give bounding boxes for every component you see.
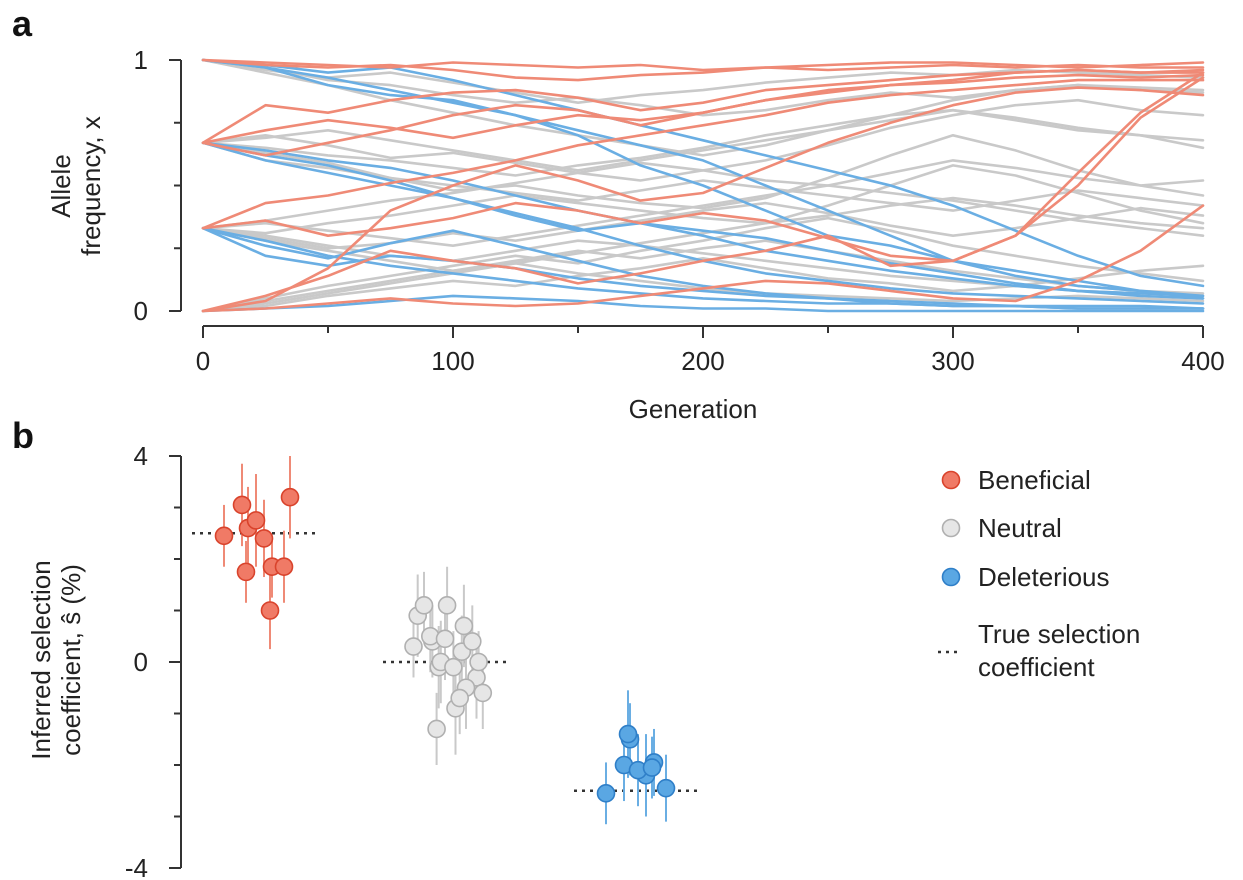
point-neutral [437,596,457,615]
trajectory-beneficial-3 [201,78,1205,230]
trajectory-neutral-25 [201,108,1205,172]
point-beneficial [214,526,234,546]
panel-a-y-tick-label: 0 [134,296,148,326]
panel-b-y-label: Inferred selection coefficient, ŝ (%) [26,560,86,759]
point-beneficial [236,562,256,582]
point-beneficial [246,511,266,530]
trajectory-beneficial-6 [201,76,1205,313]
panel-a-x-label: Generation [629,394,758,424]
point-beneficial [260,601,280,620]
point-neutral [444,657,463,677]
point-neutral [414,596,434,615]
panel-a-x-tick-label: 200 [681,346,724,376]
point-neutral [469,652,488,672]
panel-b-points [214,456,676,825]
point-deleterious [596,784,616,803]
point-neutral [473,683,493,703]
panel-a-y-label-line1: Allele [46,154,76,218]
panel-b-y-tick-label: -4 [125,853,148,880]
panel-a-x-tick-label: 300 [931,346,974,376]
panel-a-x-tick-label: 0 [196,346,210,376]
legend-marker-beneficial [941,470,961,490]
trajectory-neutral-17 [201,216,1205,313]
trajectory-deleterious-35 [201,58,1205,300]
trajectory-neutral-12 [201,134,1205,210]
point-neutral [454,616,474,636]
panel-a-y-label: Allele frequency, x [46,116,106,256]
trajectory-neutral-24 [201,239,1205,313]
panel-a-letter: a [12,3,33,44]
panel-b-y-tick-label: 0 [134,647,148,677]
point-neutral [427,719,446,739]
panel-a-x-ticks: 0 100 200 300 400 [196,326,1225,376]
point-neutral [462,632,482,651]
trajectory-neutral-16 [201,159,1205,230]
panel-b-legend: Beneficial Neutral Deleterious True selecti… [938,465,1140,682]
panel-a-y-ticks: 01 [134,45,181,326]
trajectory-neutral-15 [201,201,1205,250]
legend-label-true-coefficient-line2: coefficient [978,652,1095,682]
point-deleterious [656,778,676,798]
legend-label-beneficial: Beneficial [978,465,1091,495]
point-neutral [435,629,455,649]
trajectory-neutral-11 [201,108,1205,177]
trajectory-beneficial-5 [201,71,1205,263]
trajectory-beneficial-7 [201,204,1205,313]
legend-marker-deleterious [941,567,961,587]
trajectory-beneficial-9 [201,58,1205,72]
legend-marker-neutral [941,518,961,538]
panel-b-y-ticks: 4 0 -4 [125,441,181,880]
panel-a-lines [201,58,1205,313]
point-beneficial [232,495,252,515]
point-neutral [404,637,423,656]
legend-label-deleterious: Deleterious [978,562,1110,592]
trajectory-deleterious-31 [201,141,1205,298]
point-deleterious [618,724,638,744]
legend-label-true-coefficient-line1: True selection [978,619,1140,649]
trajectory-deleterious-29 [201,58,1205,288]
panel-b-y-label-line2: coefficient, ŝ (%) [56,564,86,756]
trajectory-deleterious-36 [201,141,1205,300]
trajectory-deleterious-28 [201,58,1205,298]
panel-b-y-tick-label: 4 [134,441,148,471]
legend-label-neutral: Neutral [978,513,1062,543]
trajectory-neutral-22 [201,58,1205,157]
trajectory-deleterious-37 [201,226,1205,310]
panel-a-x-tick-label: 400 [1181,346,1224,376]
panel-a-y-label-line2: frequency, x [76,116,106,256]
point-beneficial [280,487,300,507]
panel-a-y-tick-label: 1 [134,45,148,75]
trajectory-neutral-18 [201,164,1205,313]
trajectory-deleterious-34 [201,294,1205,313]
point-beneficial [274,557,294,577]
trajectory-beneficial-8 [201,68,1205,145]
point-deleterious [642,758,662,777]
trajectory-neutral-14 [201,194,1205,235]
trajectory-neutral-19 [201,256,1205,313]
panel-b-y-label-line1: Inferred selection [26,560,56,759]
panel-a-x-tick-label: 100 [431,346,474,376]
panel-b-letter: b [12,415,34,456]
point-neutral [450,688,470,708]
point-beneficial [254,529,274,548]
